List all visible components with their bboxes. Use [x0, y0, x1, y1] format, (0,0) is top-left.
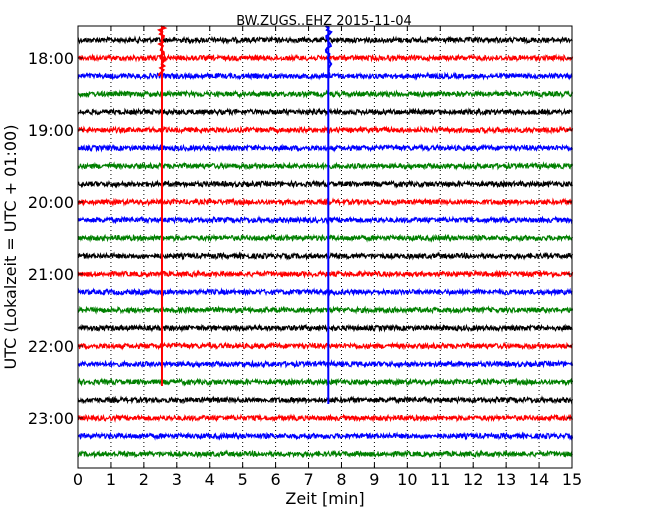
trace-line — [77, 323, 574, 333]
trace-line — [77, 71, 573, 81]
x-tick-label: 14 — [529, 470, 549, 489]
x-tick-label: 4 — [205, 470, 215, 489]
y-ticks: 18:00 19:00 20:00 21:00 22:00 23:00 — [28, 49, 572, 428]
plot-frame — [77, 25, 573, 469]
x-tick-label: 0 — [73, 470, 83, 489]
x-tick-label: 13 — [496, 470, 516, 489]
x-axis-label: Zeit [min] — [285, 489, 364, 508]
x-tick-label: 3 — [172, 470, 182, 489]
x-ticks: 0 1 2 3 4 5 6 7 8 9 10 11 12 13 14 15 — [73, 26, 582, 489]
event-burst — [156, 25, 168, 77]
trace-line — [77, 179, 574, 189]
trace-line — [77, 35, 573, 45]
y-tick-label: 20:00 — [28, 193, 74, 212]
x-tick-label: 10 — [397, 470, 417, 489]
x-tick-label: 12 — [463, 470, 483, 489]
trace-line — [77, 413, 574, 423]
trace-line — [77, 431, 574, 441]
grid-lines — [110, 26, 540, 468]
x-tick-label: 6 — [271, 470, 281, 489]
trace-line — [77, 449, 573, 459]
trace-lines — [77, 35, 574, 459]
x-tick-label: 2 — [139, 470, 149, 489]
trace-line — [77, 251, 574, 261]
trace-line — [77, 377, 574, 387]
trace-line — [77, 143, 574, 153]
y-axis-label: UTC (Lokalzeit = UTC + 01:00) — [1, 125, 20, 370]
trace-line — [77, 287, 573, 297]
x-tick-label: 11 — [430, 470, 450, 489]
trace-line — [77, 305, 574, 315]
chart-title: BW.ZUGS..EHZ 2015-11-04 — [236, 14, 412, 29]
trace-line — [77, 89, 574, 99]
trace-line — [77, 125, 574, 135]
trace-line — [77, 395, 574, 405]
trace-line — [77, 215, 573, 225]
trace-line — [77, 269, 574, 279]
y-tick-label: 18:00 — [28, 49, 74, 68]
trace-line — [77, 161, 574, 171]
x-tick-label: 15 — [562, 470, 582, 489]
trace-line — [77, 107, 573, 117]
x-tick-label: 5 — [238, 470, 248, 489]
x-tick-label: 9 — [369, 470, 379, 489]
trace-line — [77, 233, 574, 243]
y-tick-label: 21:00 — [28, 265, 74, 284]
y-tick-label: 19:00 — [28, 121, 74, 140]
x-tick-label: 1 — [106, 470, 116, 489]
x-tick-label: 8 — [336, 470, 346, 489]
trace-line — [77, 341, 574, 351]
y-tick-label: 23:00 — [28, 409, 74, 428]
y-tick-label: 22:00 — [28, 337, 74, 356]
trace-line — [77, 197, 573, 207]
trace-line — [77, 359, 574, 369]
x-tick-label: 7 — [303, 470, 313, 489]
event-markers — [156, 25, 333, 404]
event-burst — [324, 25, 333, 77]
trace-line — [77, 53, 574, 63]
